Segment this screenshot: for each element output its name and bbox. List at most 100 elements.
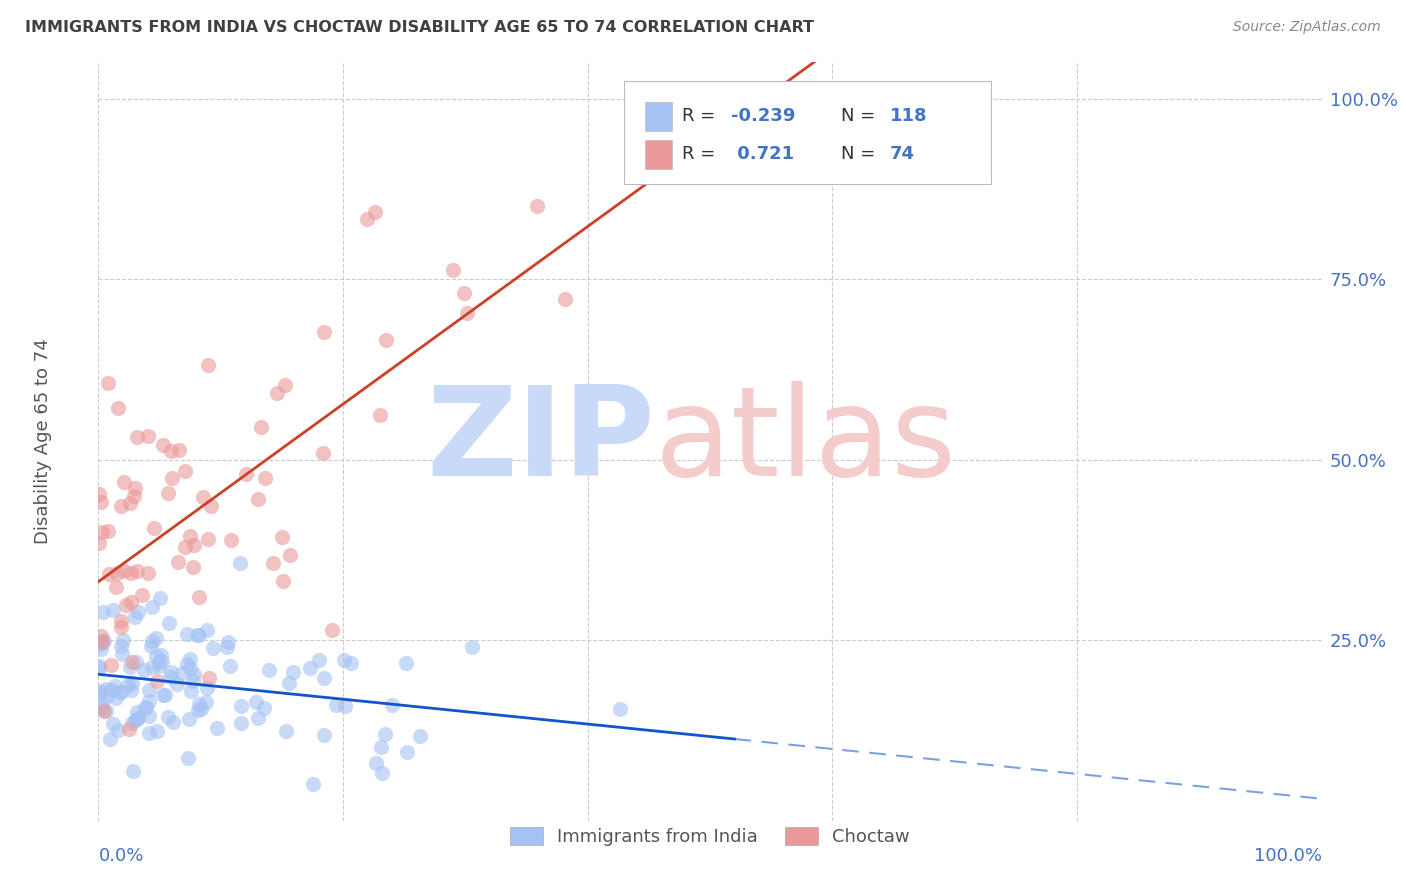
Point bbox=[167, 555, 190, 569]
Point bbox=[101, 716, 124, 731]
Point bbox=[120, 566, 142, 580]
Point bbox=[231, 716, 253, 731]
Point bbox=[281, 665, 304, 680]
Point bbox=[381, 698, 404, 712]
Text: atlas: atlas bbox=[655, 381, 957, 502]
Point bbox=[179, 651, 201, 665]
Point bbox=[139, 639, 162, 653]
Point bbox=[110, 648, 132, 662]
Point bbox=[340, 656, 363, 670]
Point bbox=[314, 671, 336, 685]
Text: R =: R = bbox=[682, 107, 721, 125]
Text: 0.721: 0.721 bbox=[731, 145, 794, 163]
Point bbox=[187, 697, 209, 711]
Point bbox=[249, 420, 271, 434]
Point bbox=[94, 704, 117, 718]
Point bbox=[98, 731, 121, 746]
Point bbox=[87, 487, 110, 501]
Point bbox=[105, 566, 128, 580]
Point bbox=[266, 386, 288, 401]
Point bbox=[456, 306, 478, 320]
Point bbox=[245, 695, 267, 709]
Point bbox=[120, 595, 142, 609]
Text: N =: N = bbox=[841, 145, 882, 163]
Point bbox=[104, 691, 127, 706]
Text: 118: 118 bbox=[890, 107, 928, 125]
Point bbox=[93, 705, 115, 719]
Point bbox=[110, 614, 132, 628]
Point bbox=[197, 358, 219, 372]
Point bbox=[335, 698, 357, 713]
Point bbox=[195, 623, 218, 637]
Point bbox=[125, 430, 148, 444]
Point bbox=[231, 699, 253, 714]
Text: R =: R = bbox=[682, 145, 721, 163]
Point bbox=[370, 766, 392, 780]
Point bbox=[526, 199, 548, 213]
Point bbox=[157, 486, 180, 500]
Point bbox=[461, 640, 484, 654]
Point bbox=[229, 556, 252, 570]
Point bbox=[195, 681, 218, 696]
Point bbox=[100, 657, 122, 672]
Point bbox=[312, 728, 335, 742]
Text: 0.0%: 0.0% bbox=[98, 847, 143, 865]
Point bbox=[156, 710, 179, 724]
Point bbox=[170, 665, 193, 680]
Point bbox=[177, 712, 200, 726]
Point bbox=[121, 676, 143, 690]
Point bbox=[176, 627, 198, 641]
Point bbox=[375, 333, 398, 347]
Point bbox=[253, 700, 276, 714]
Point bbox=[152, 688, 174, 702]
Point bbox=[374, 727, 396, 741]
Point bbox=[148, 655, 170, 669]
Point bbox=[205, 721, 228, 735]
Text: Disability Age 65 to 74: Disability Age 65 to 74 bbox=[34, 339, 52, 544]
Point bbox=[160, 444, 183, 458]
Point bbox=[89, 683, 111, 698]
Point bbox=[201, 641, 224, 656]
Point bbox=[162, 715, 184, 730]
Text: -0.239: -0.239 bbox=[731, 107, 796, 125]
Point bbox=[90, 634, 112, 648]
Point bbox=[94, 681, 117, 696]
Text: 74: 74 bbox=[890, 145, 915, 163]
Point bbox=[312, 325, 335, 339]
Point bbox=[90, 635, 112, 649]
Point bbox=[299, 661, 322, 675]
Point bbox=[177, 751, 200, 765]
Point bbox=[122, 489, 145, 503]
Point bbox=[308, 653, 330, 667]
Point bbox=[138, 566, 160, 580]
Point bbox=[152, 654, 174, 668]
Point bbox=[141, 660, 163, 674]
Point bbox=[356, 212, 378, 227]
Point bbox=[90, 642, 112, 657]
Point bbox=[124, 610, 146, 624]
Point bbox=[112, 564, 135, 578]
Point bbox=[217, 640, 239, 654]
Point bbox=[104, 580, 127, 594]
Point bbox=[136, 428, 159, 442]
Point bbox=[274, 724, 297, 739]
Bar bbox=[645, 140, 672, 169]
Point bbox=[124, 481, 146, 495]
Point bbox=[160, 471, 183, 485]
Point bbox=[257, 663, 280, 677]
Point bbox=[277, 676, 299, 690]
Point bbox=[217, 635, 239, 649]
Point bbox=[110, 685, 132, 699]
Point bbox=[186, 627, 208, 641]
Point bbox=[188, 590, 211, 604]
Text: IMMIGRANTS FROM INDIA VS CHOCTAW DISABILITY AGE 65 TO 74 CORRELATION CHART: IMMIGRANTS FROM INDIA VS CHOCTAW DISABIL… bbox=[25, 20, 814, 35]
Point bbox=[176, 657, 198, 672]
Point bbox=[152, 438, 174, 452]
Point bbox=[120, 660, 142, 674]
Point bbox=[127, 605, 149, 619]
Point bbox=[98, 567, 121, 582]
Point bbox=[321, 623, 343, 637]
Point bbox=[121, 655, 143, 669]
Point bbox=[366, 756, 388, 771]
Point bbox=[90, 697, 112, 711]
